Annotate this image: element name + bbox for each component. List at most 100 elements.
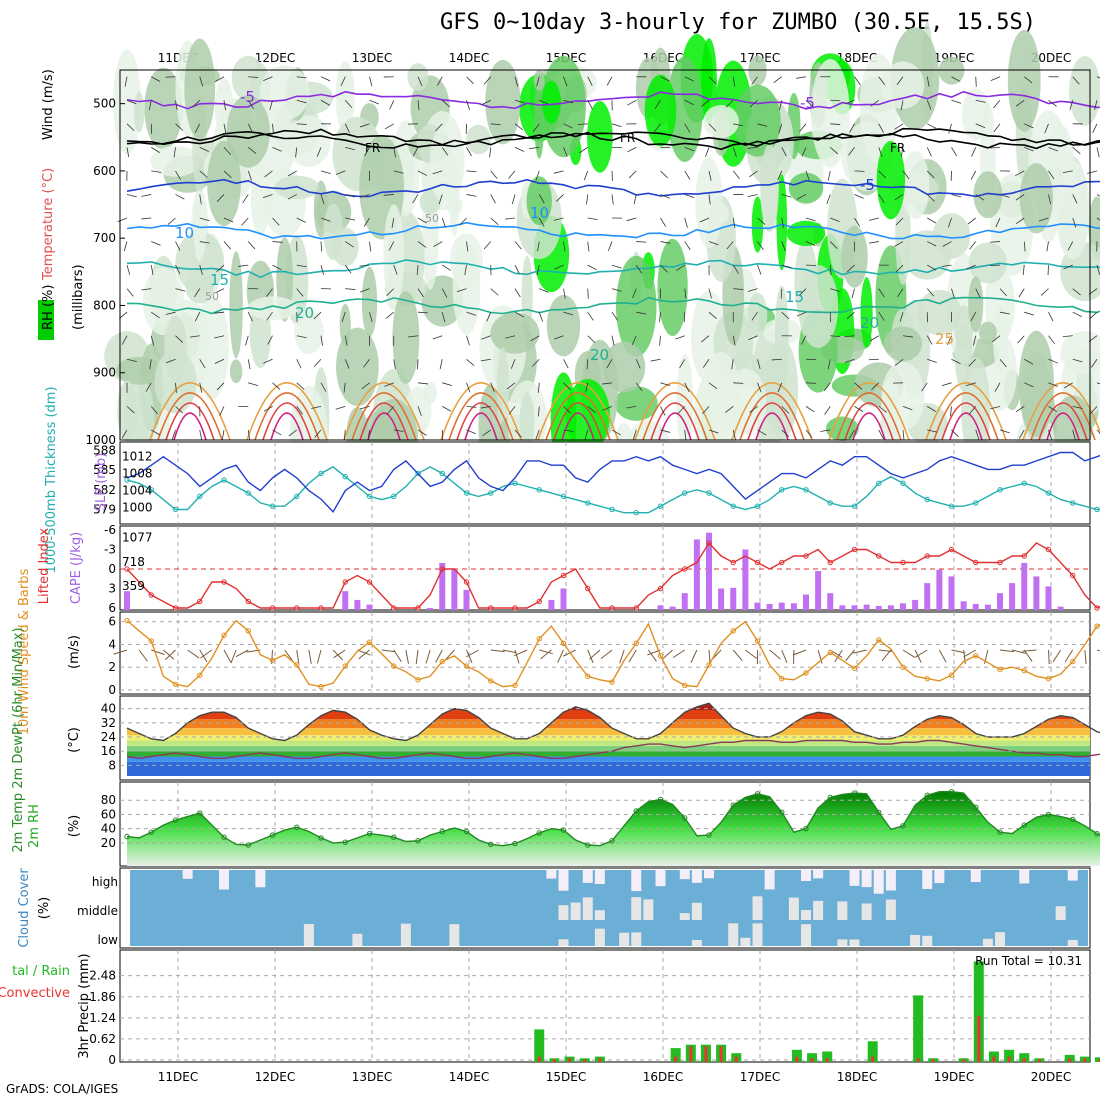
rh-shade [154, 350, 197, 414]
wind-barb [844, 358, 855, 363]
surface-barb [296, 649, 300, 664]
surface-barb [834, 649, 843, 663]
rh-shade [786, 220, 826, 246]
wind-barb [245, 335, 249, 346]
wind-barb [779, 100, 783, 111]
wind-barb [732, 429, 736, 440]
surface-barb [769, 649, 781, 660]
wind-barb [950, 406, 952, 417]
warm-contour [642, 392, 708, 441]
wind-barb [199, 170, 208, 178]
rh-shade [748, 55, 767, 86]
wind-barb [970, 170, 977, 180]
wind-barb [966, 382, 976, 387]
temperature-side-label: Temperature (°C) [41, 168, 56, 281]
rh-line-point [827, 794, 833, 801]
wind-barb [1096, 382, 1100, 385]
cloud-fill [788, 897, 799, 920]
surface-barb [562, 649, 576, 657]
wind-barb [587, 311, 594, 321]
wind-barb [894, 123, 904, 130]
lifted-index-line-point [657, 585, 664, 592]
wind-barb [781, 194, 792, 198]
wind-speed-line-point [585, 673, 591, 680]
wind-barb [417, 311, 429, 314]
wind-barb [951, 429, 959, 438]
wind-barb [175, 288, 186, 292]
cape-bar [972, 603, 979, 610]
thickness-line-point [536, 487, 542, 493]
wind-frame [119, 611, 1091, 695]
cape-bar [851, 605, 858, 610]
cloud-fill [740, 937, 751, 946]
wind-barb [466, 311, 477, 316]
rh-shade [490, 312, 540, 354]
wind-barb [345, 194, 356, 198]
wind-barb [344, 123, 350, 134]
temperature-contour-label: 10 [175, 224, 194, 242]
wind-barb [151, 429, 161, 436]
wind-barb [1024, 358, 1034, 365]
rh-contour-label: 50 [425, 212, 439, 225]
wind-barb [345, 217, 356, 221]
lifted-index-line-point [754, 559, 761, 566]
surface-barb [817, 649, 823, 664]
wind-barb [780, 288, 783, 299]
wind-barb [563, 123, 573, 129]
thickness-line-point [269, 503, 276, 509]
date-label-top: 14DEC [449, 51, 489, 65]
rh-shade [117, 380, 137, 442]
rh-line-point [876, 809, 882, 816]
wind-barb [796, 311, 807, 317]
wind-barb [269, 100, 273, 111]
wind-barb [121, 429, 128, 439]
wind-barb [514, 311, 524, 318]
wind-barb [247, 170, 252, 181]
precip-tick: 1.86 [89, 990, 116, 1004]
slp-panel [119, 441, 1100, 525]
wind-barb [951, 147, 957, 157]
wind-barb [749, 406, 758, 413]
wind-barb [733, 288, 744, 290]
wind-barb [1015, 217, 1025, 225]
wind-barb [868, 217, 879, 221]
temp-band [127, 740, 1090, 746]
date-label-top: 18DEC [837, 51, 877, 65]
wind-barb [1063, 264, 1073, 270]
wind-barb [296, 335, 307, 339]
wind-barb [369, 312, 373, 322]
freezing-level-label: FR [890, 141, 905, 155]
wind-barb [830, 217, 840, 223]
rh-shade [938, 56, 965, 85]
precip-conv-bar [1037, 1059, 1041, 1062]
wind-barb [316, 147, 322, 157]
wind-barb [926, 76, 930, 87]
wind-barb [535, 170, 540, 181]
rh-shade [175, 231, 225, 293]
wind-barb [1072, 429, 1076, 440]
wind-barb [848, 429, 855, 439]
freezing-level-label: FR [620, 131, 635, 145]
wind-barb [214, 311, 225, 314]
surface-barb [358, 649, 370, 660]
wind-barb [416, 265, 419, 276]
wind-barb [660, 217, 667, 227]
cloud-fill [546, 870, 557, 879]
wind-barb [1024, 146, 1034, 152]
wind-barb [1072, 288, 1081, 296]
wind-barb [975, 123, 986, 129]
rh-line-point [221, 834, 227, 840]
surface-barb [271, 649, 273, 665]
wind-barb [151, 76, 161, 82]
precip-panel [119, 949, 1100, 1063]
rh-shade [533, 69, 545, 91]
wind-barb [464, 265, 467, 276]
rh-area [127, 791, 1100, 866]
wind-barb [192, 99, 201, 108]
thickness-line-point [172, 506, 179, 513]
lifted-index-line-point [294, 605, 300, 611]
run-total-label: Run Total = 10.31 [975, 954, 1082, 968]
pressure-tick: 500 [93, 97, 116, 111]
wind-barb [344, 335, 348, 346]
wind-barb [242, 194, 249, 204]
